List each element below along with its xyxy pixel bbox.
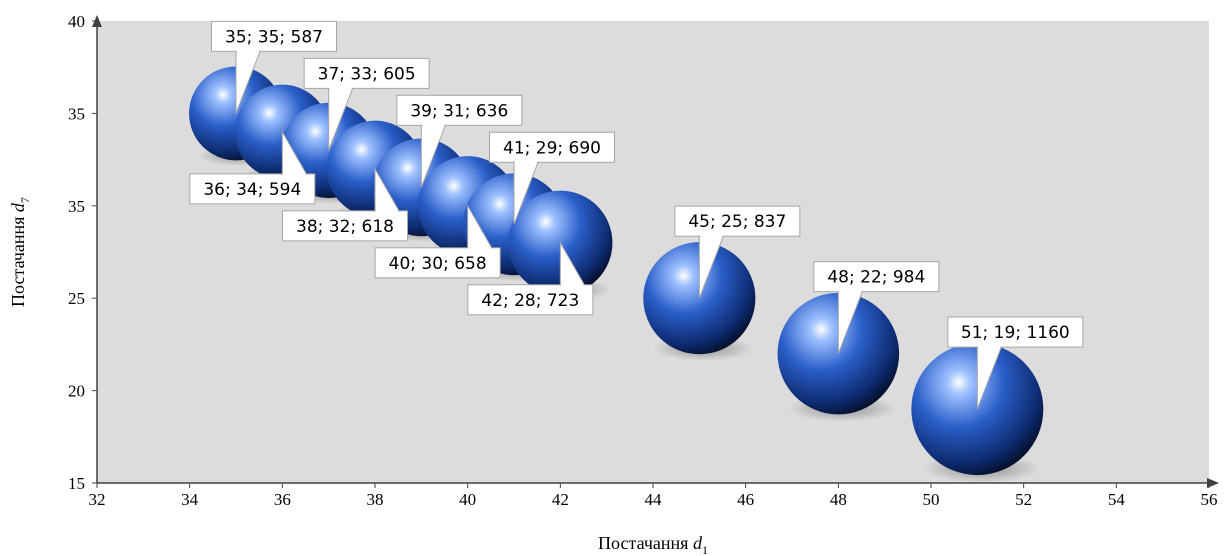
y-tick-label: 35 [68,197,85,216]
x-tick-label: 42 [552,490,569,509]
data-label-box [374,247,501,279]
x-tick-label: 44 [645,490,663,509]
data-label-text: 51; 19; 1160 [961,323,1070,343]
x-tick-label: 56 [1201,490,1218,509]
data-label-text: 48; 22; 984 [827,268,925,288]
data-label: 38; 32; 618 [282,166,408,242]
x-tick-label: 52 [1015,490,1032,509]
data-label-box [282,210,408,242]
x-tick-label: 54 [1108,490,1126,509]
tick-labels-layer: 32 34 36 38 40 42 44 46 48 50 52 54 56 15 20 25 35 35 40 [68,12,1218,509]
y-tick-label: 20 [68,382,85,401]
y-tick-label: 35 [68,104,85,123]
data-label-box [211,20,337,52]
x-tick-label: 48 [830,490,847,509]
x-tick-label: 46 [737,490,754,509]
x-axis-arrow [1207,478,1219,488]
data-label-text: 38; 32; 618 [296,217,394,237]
axes-layer [92,15,1219,488]
data-label-box [189,173,316,205]
data-label: 39; 31; 636 [396,94,523,188]
data-label-box [303,57,430,89]
data-label-text: 42; 28; 723 [481,291,579,311]
data-label: 42; 28; 723 [467,240,594,316]
y-axis-title: Постачання d7 [8,197,32,307]
data-label: 41; 29; 690 [489,131,615,225]
data-label-box [396,94,523,126]
data-label-text: 45; 25; 837 [688,212,786,232]
data-label-box [467,284,594,316]
x-tick-label: 36 [274,490,291,509]
data-label: 35; 35; 587 [211,20,337,114]
data-label: 45; 25; 837 [674,205,801,299]
data-label-text: 37; 33; 605 [318,64,416,84]
data-label: 48; 22; 984 [813,261,940,354]
y-tick-label: 40 [68,12,85,31]
data-label-box [947,316,1084,348]
data-label-text: 35; 35; 587 [225,27,323,47]
data-label: 40; 30; 658 [374,203,501,279]
data-label-text: 41; 29; 690 [503,138,601,158]
data-label-text: 40; 30; 658 [389,254,487,274]
data-label-box [813,261,940,293]
y-tick-label: 15 [68,474,85,493]
x-tick-label: 50 [923,490,940,509]
data-label: 51; 19; 1160 [947,316,1084,410]
data-label: 36; 34; 594 [189,129,316,205]
data-label-box [489,131,615,163]
data-label-text: 36; 34; 594 [203,180,301,200]
x-axis-title: Постачання d1 [598,533,708,556]
x-tick-label: 34 [181,490,199,509]
x-tick-label: 40 [459,490,476,509]
y-tick-label: 25 [68,289,85,308]
x-tick-label: 32 [89,490,106,509]
data-label-box [674,205,801,237]
data-label: 37; 33; 605 [303,57,430,151]
x-tick-label: 38 [367,490,384,509]
callouts-layer: 35; 35; 587 36; 34; 594 37; 33; 605 38; 32;… [189,20,1084,410]
data-label-text: 39; 31; 636 [410,101,508,121]
